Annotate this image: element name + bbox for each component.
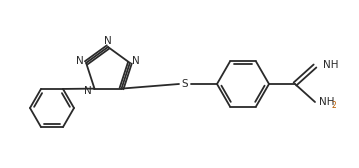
Text: N: N bbox=[104, 36, 112, 47]
Text: S: S bbox=[182, 79, 188, 89]
Text: 2: 2 bbox=[331, 101, 336, 110]
Text: NH: NH bbox=[319, 97, 335, 107]
Text: NH: NH bbox=[323, 60, 339, 70]
Text: N: N bbox=[132, 56, 140, 66]
Text: N: N bbox=[84, 86, 92, 96]
Text: N: N bbox=[76, 56, 84, 66]
